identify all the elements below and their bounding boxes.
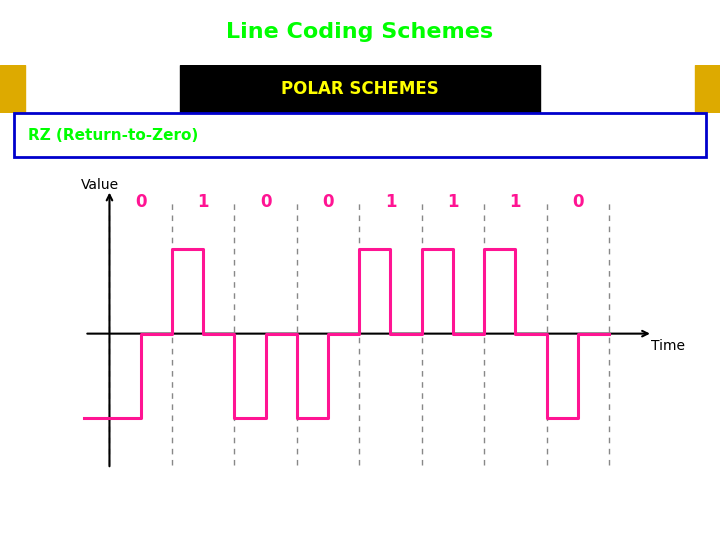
Text: 0: 0 — [135, 193, 146, 212]
Text: 1: 1 — [384, 193, 396, 212]
Text: 1: 1 — [447, 193, 459, 212]
Text: 0: 0 — [260, 193, 271, 212]
Text: Line Coding Schemes: Line Coding Schemes — [226, 22, 494, 43]
Text: Value: Value — [81, 179, 120, 192]
Bar — [180, 65, 540, 113]
Text: 0: 0 — [572, 193, 584, 212]
Text: POLAR SCHEMES: POLAR SCHEMES — [281, 80, 439, 98]
Text: Time: Time — [652, 339, 685, 353]
Bar — [0, 65, 25, 113]
Text: 1: 1 — [197, 193, 209, 212]
Bar — [695, 65, 720, 113]
Text: 1: 1 — [510, 193, 521, 212]
Text: 0: 0 — [323, 193, 334, 212]
Text: RZ (Return-to-Zero): RZ (Return-to-Zero) — [28, 127, 199, 143]
